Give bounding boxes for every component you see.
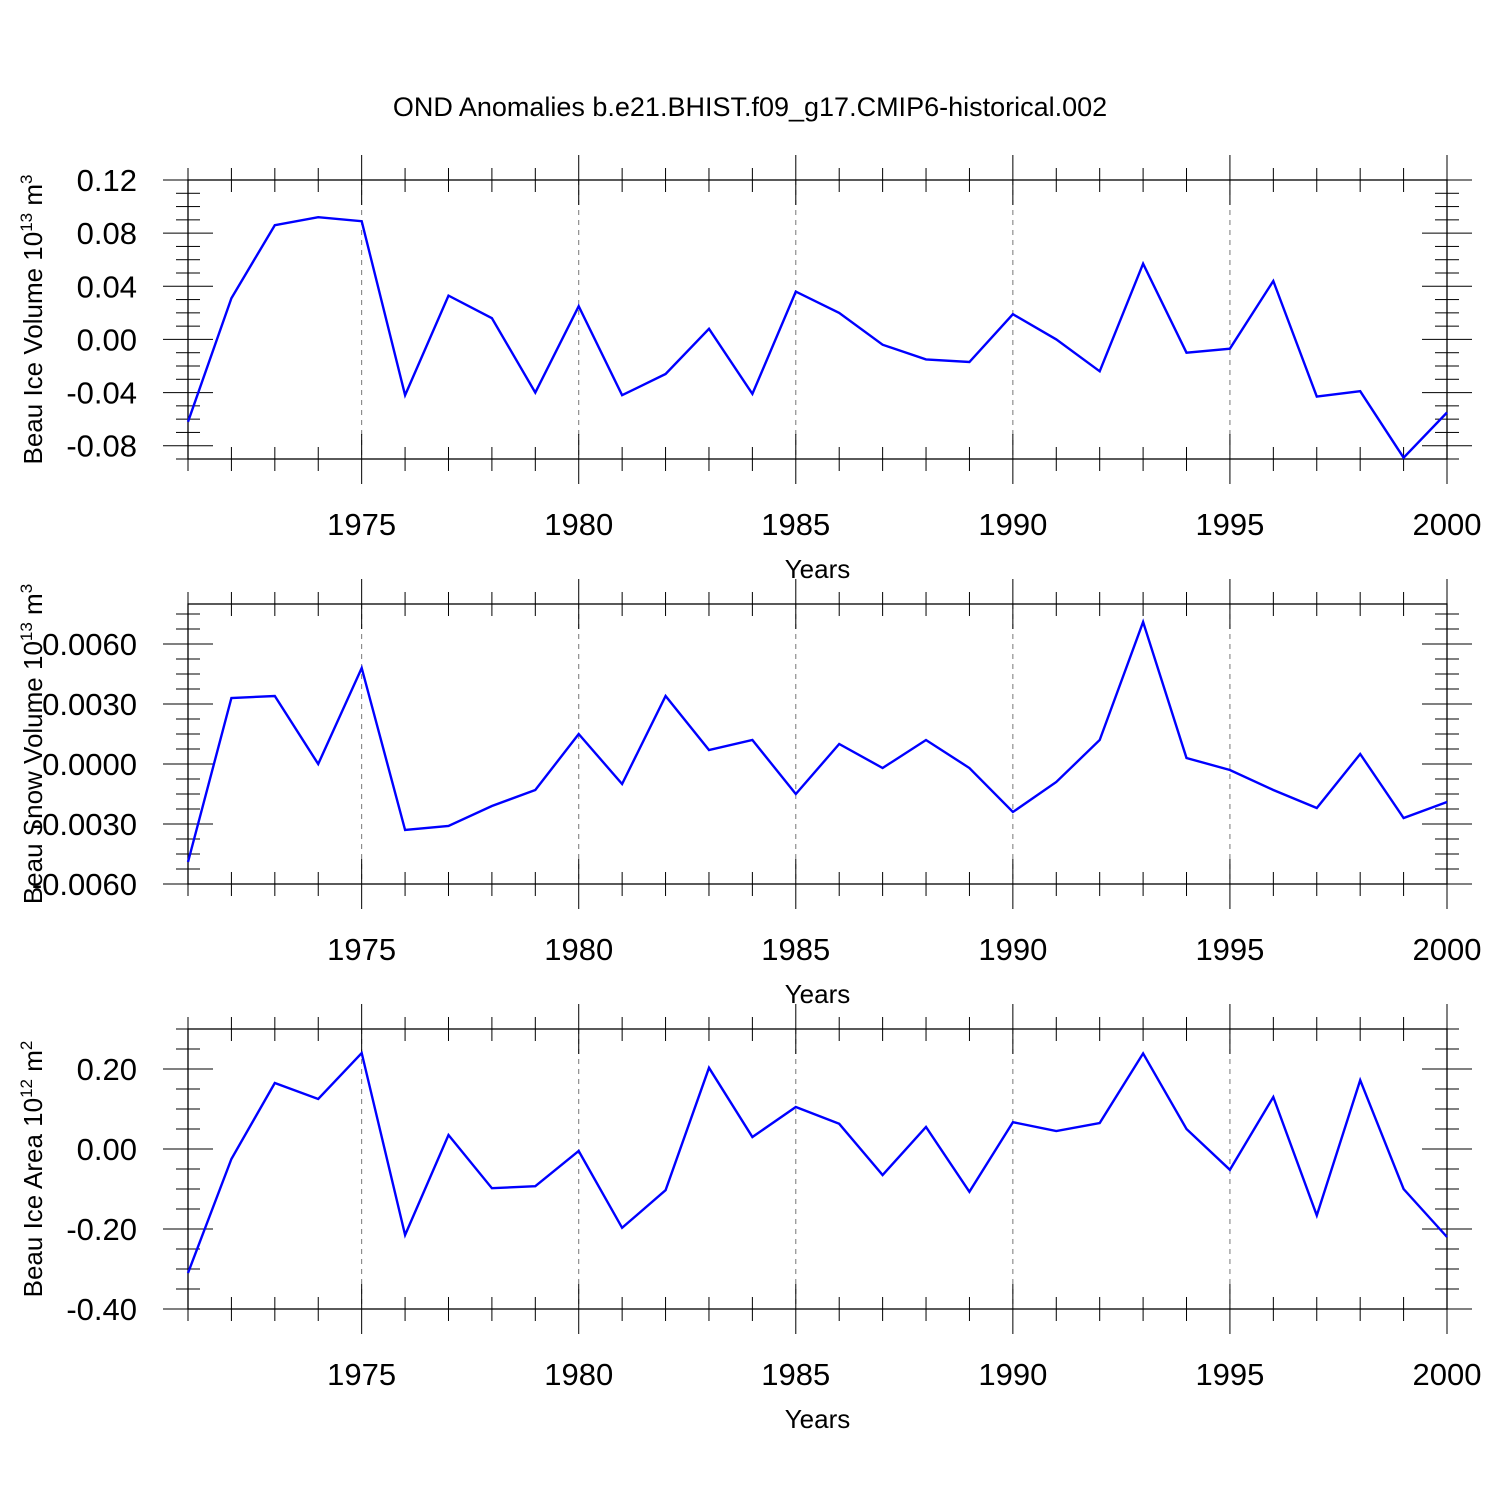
y-tick-label: -0.20 xyxy=(66,1212,137,1247)
x-tick-label: 1990 xyxy=(978,932,1047,967)
y-axis-title-unit-exponent: 3 xyxy=(17,584,36,593)
y-axis-title-unit: m xyxy=(18,1050,48,1079)
panel-1: -0.08 -0.04 0.00 0.04 0.08 0.12 1975 1980 1985 19… xyxy=(17,155,1481,584)
y-axis-title: Beau Snow Volume 1013 m3 xyxy=(17,584,48,904)
y-axis-title: Beau Ice Volume 1013 m3 xyxy=(17,175,48,465)
y-tick-label: 0.0000 xyxy=(42,747,137,782)
y-axis-title-text: Beau Ice Volume 10 xyxy=(18,232,48,465)
x-tick-label: 1975 xyxy=(327,1357,396,1392)
chart-panels: -0.08 -0.04 0.00 0.04 0.08 0.12 1975 1980 1985 19… xyxy=(17,155,1481,1434)
y-axis-title-unit-exponent: 3 xyxy=(17,175,36,184)
x-tick-label: 1980 xyxy=(544,1357,613,1392)
y-tick-label: 0.08 xyxy=(77,216,137,251)
y-axis-title-unit: m xyxy=(18,593,48,622)
panel-3: -0.40 -0.20 0.00 0.20 1975 1980 1985 1990 1995 20… xyxy=(17,1004,1481,1434)
y-tick-label: -0.40 xyxy=(66,1292,137,1327)
y-axis-title: Beau Ice Area 1012 m2 xyxy=(17,1041,48,1298)
chart-title: OND Anomalies b.e21.BHIST.f09_g17.CMIP6-… xyxy=(393,92,1107,122)
x-axis-title: Years xyxy=(785,979,851,1009)
series-line xyxy=(186,1050,1448,1274)
x-tick-label: 1995 xyxy=(1195,932,1264,967)
y-tick-label: 0.0060 xyxy=(42,627,137,662)
x-tick-label: 1985 xyxy=(761,507,830,542)
y-tick-label: -0.0030 xyxy=(32,807,137,842)
y-tick-label: 0.20 xyxy=(77,1052,137,1087)
x-tick-label: 1995 xyxy=(1195,1357,1264,1392)
x-tick-label: 1975 xyxy=(327,932,396,967)
x-tick-label: 1985 xyxy=(761,1357,830,1392)
plot-frame xyxy=(187,603,1448,885)
x-tick-label: 1980 xyxy=(544,507,613,542)
x-axis-title: Years xyxy=(785,1404,851,1434)
x-tick-label: 2000 xyxy=(1413,932,1482,967)
y-axis-title-unit: m xyxy=(18,184,48,213)
y-tick-label: -0.0060 xyxy=(32,867,137,902)
x-axis-title: Years xyxy=(785,554,851,584)
x-tick-label: 2000 xyxy=(1413,507,1482,542)
y-axis-title-unit-exponent: 2 xyxy=(17,1041,36,1050)
y-axis-title-text: Beau Snow Volume 10 xyxy=(18,641,48,904)
x-tick-label: 1980 xyxy=(544,932,613,967)
y-axis-title-text: Beau Ice Area 10 xyxy=(18,1098,48,1297)
y-tick-label: 0.12 xyxy=(77,163,137,198)
y-tick-label: -0.08 xyxy=(66,429,137,464)
y-axis-title-exponent: 13 xyxy=(17,622,36,641)
plot-frame xyxy=(187,1028,1448,1310)
x-tick-label: 1985 xyxy=(761,932,830,967)
series-line xyxy=(186,215,1448,460)
y-tick-label: 0.0030 xyxy=(42,687,137,722)
y-tick-label: 0.00 xyxy=(77,322,137,357)
x-tick-label: 1990 xyxy=(978,1357,1047,1392)
y-tick-label: -0.04 xyxy=(66,376,137,411)
plot-frame xyxy=(187,179,1448,460)
x-tick-label: 1975 xyxy=(327,507,396,542)
panel-2: -0.0060 -0.0030 0.0000 0.0030 0.0060 1975 1980… xyxy=(17,579,1481,1009)
x-tick-label: 2000 xyxy=(1413,1357,1482,1392)
series-line xyxy=(186,618,1448,863)
x-tick-label: 1995 xyxy=(1195,507,1264,542)
y-tick-label: 0.00 xyxy=(77,1132,137,1167)
y-axis-title-exponent: 12 xyxy=(17,1079,36,1098)
x-tick-label: 1990 xyxy=(978,507,1047,542)
y-axis-title-exponent: 13 xyxy=(17,213,36,232)
y-tick-label: 0.04 xyxy=(77,269,137,304)
